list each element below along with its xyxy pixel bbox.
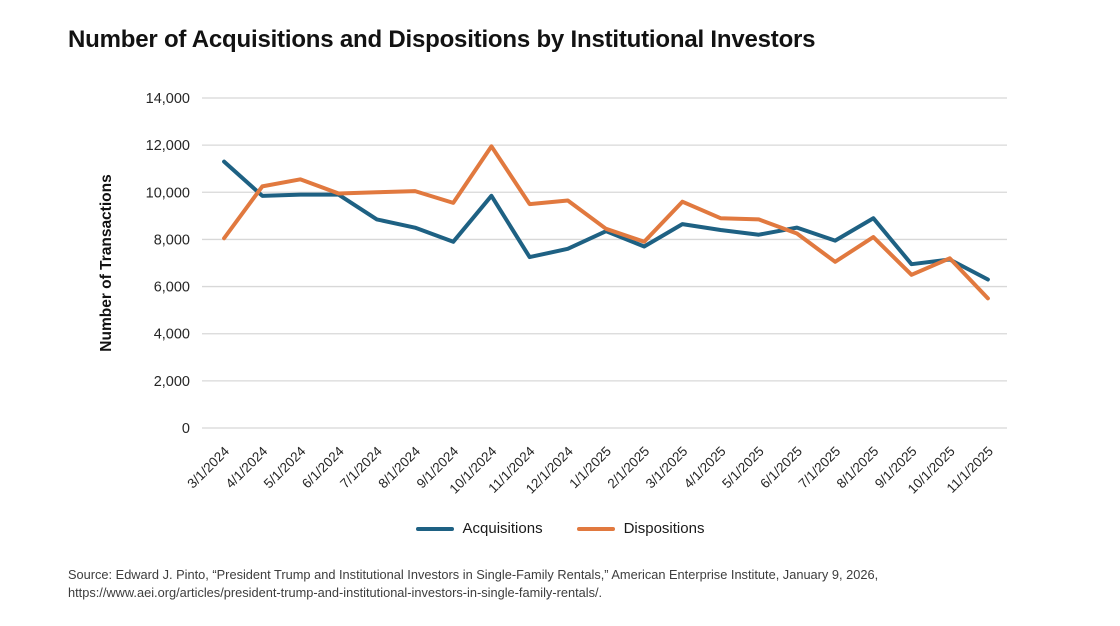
dispositions-line-swatch-icon	[576, 526, 615, 531]
legend-label-acquisitions: Acquisitions	[462, 520, 543, 537]
source-line-2: https://www.aei.org/articles/president-t…	[68, 584, 603, 600]
chart-title: Number of Acquisitions and Dispositions …	[68, 26, 816, 53]
source-citation: Source: Edward J. Pinto, “President Trum…	[68, 566, 1068, 602]
acquisitions-line-swatch-icon	[415, 526, 454, 531]
y-axis-tick-label: 14,000	[146, 91, 190, 107]
series-line-acquisitions	[222, 159, 990, 282]
legend-item-acquisitions: Acquisitions	[415, 520, 543, 537]
y-axis-tick-label: 8,000	[154, 232, 190, 248]
y-axis-title: Number of Transactions	[98, 174, 115, 351]
chart-legend: Acquisitions Dispositions	[0, 520, 1120, 537]
legend-label-dispositions: Dispositions	[623, 520, 705, 537]
legend-item-dispositions: Dispositions	[576, 520, 705, 537]
series-line-dispositions	[222, 144, 990, 301]
y-axis-tick-label: 6,000	[154, 280, 190, 296]
y-axis-tick-label: 10,000	[146, 185, 190, 201]
source-line-1: Source: Edward J. Pinto, “President Trum…	[68, 567, 879, 582]
y-axis-tick-label: 12,000	[146, 138, 190, 154]
y-axis-tick-label: 2,000	[154, 374, 190, 390]
line-chart-plot-area: 02,0004,0006,0008,00010,00012,00014,0003…	[98, 91, 1007, 497]
y-axis-tick-label: 4,000	[154, 327, 190, 343]
y-axis-tick-label: 0	[182, 421, 190, 437]
